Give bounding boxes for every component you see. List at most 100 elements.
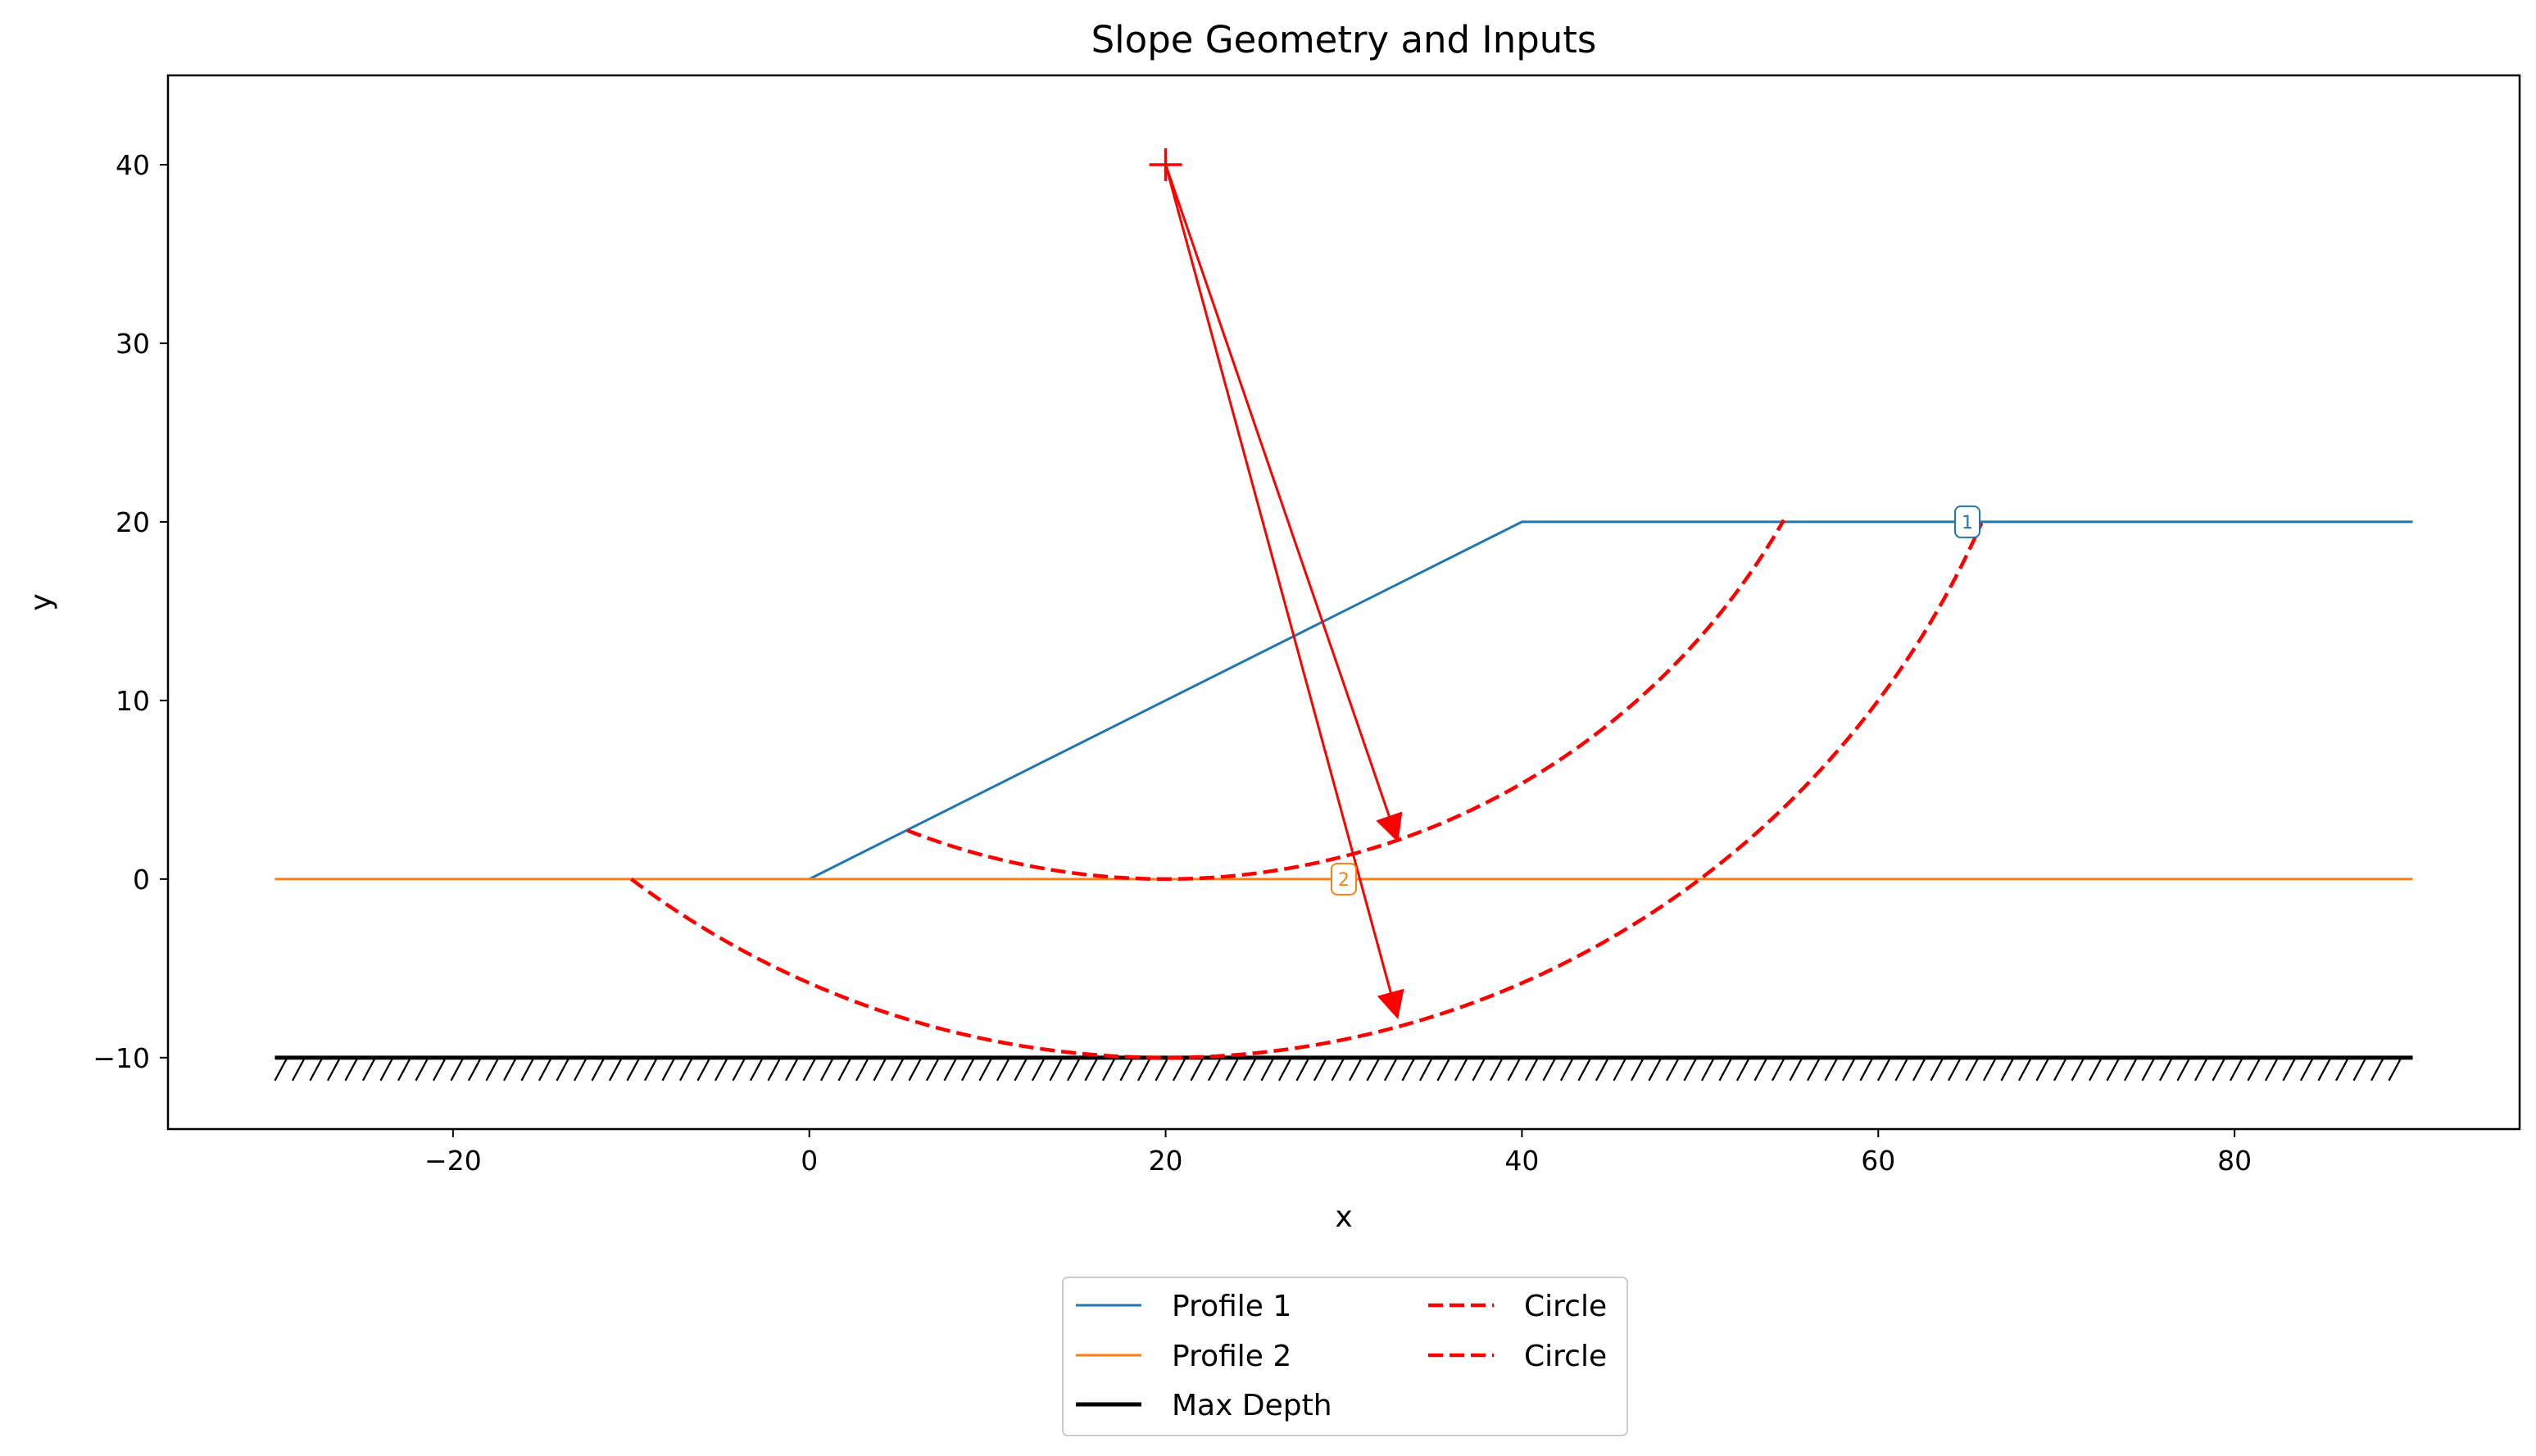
hatch-mark <box>1225 1059 1239 1082</box>
hatch-mark <box>2158 1059 2172 1082</box>
profile-badge-2 <box>1331 862 1357 896</box>
hatch-mark <box>890 1059 904 1082</box>
hatch-mark <box>1559 1059 1573 1082</box>
hatch-mark <box>2088 1059 2102 1082</box>
legend-label: Profile 2 <box>1172 1340 1291 1373</box>
hatch-mark <box>2264 1059 2278 1082</box>
hatch-mark <box>855 1059 869 1082</box>
max-depth-hatching <box>274 1059 2402 1082</box>
hatch-mark <box>943 1059 957 1082</box>
hatch-mark <box>1718 1059 1732 1082</box>
hatch-mark <box>1066 1059 1080 1082</box>
hatch-mark <box>1947 1059 1961 1082</box>
hatch-mark <box>1172 1059 1186 1082</box>
hatch-mark <box>2035 1059 2049 1082</box>
hatch-mark <box>485 1059 499 1082</box>
hatch-mark <box>1031 1059 1045 1082</box>
hatch-mark <box>450 1059 464 1082</box>
hatch-mark <box>1454 1059 1468 1082</box>
hatch-mark <box>1859 1059 1873 1082</box>
profile-badge-label: 2 <box>1338 870 1350 891</box>
hatch-mark <box>1383 1059 1397 1082</box>
hatch-mark <box>678 1059 692 1082</box>
hatch-mark <box>1190 1059 1204 1082</box>
hatch-mark <box>361 1059 375 1082</box>
hatch-mark <box>2282 1059 2296 1082</box>
hatch-mark <box>1876 1059 1890 1082</box>
hatch-mark <box>714 1059 728 1082</box>
legend-label: Circle <box>1524 1290 1607 1323</box>
hatch-mark <box>467 1059 481 1082</box>
hatch-mark <box>2106 1059 2120 1082</box>
hatch-mark <box>626 1059 640 1082</box>
plot-frame <box>166 74 2521 1131</box>
y-tick-label: 0 <box>133 864 150 896</box>
y-tick-label: 40 <box>116 149 150 181</box>
hatch-mark <box>2071 1059 2085 1082</box>
radius-arrow-1 <box>1164 164 1403 843</box>
hatch-mark <box>1101 1059 1115 1082</box>
hatch-mark <box>2299 1059 2313 1082</box>
hatch-mark <box>1789 1059 1803 1082</box>
y-tick-label: −10 <box>93 1042 150 1074</box>
hatch-mark <box>1806 1059 1820 1082</box>
plot-content: 12 <box>274 147 2413 1082</box>
x-tick-label: 60 <box>1861 1145 1895 1177</box>
hatch-mark <box>2017 1059 2031 1082</box>
hatch-mark <box>978 1059 992 1082</box>
hatch-mark <box>819 1059 833 1082</box>
hatch-mark <box>1136 1059 1150 1082</box>
hatch-mark <box>379 1059 393 1082</box>
hatch-mark <box>608 1059 622 1082</box>
x-tick-label: −20 <box>424 1145 482 1177</box>
hatch-mark <box>1700 1059 1714 1082</box>
hatch-mark <box>1207 1059 1221 1082</box>
hatch-mark <box>502 1059 516 1082</box>
series-line-profile-1 <box>809 520 2413 881</box>
hatch-mark <box>802 1059 816 1082</box>
chart-title: Slope Geometry and Inputs <box>1091 18 1597 61</box>
hatch-mark <box>573 1059 587 1082</box>
hatch-mark <box>1366 1059 1380 1082</box>
hatch-mark <box>1577 1059 1591 1082</box>
hatch-mark <box>591 1059 605 1082</box>
legend-label: Profile 1 <box>1172 1290 1291 1323</box>
hatch-mark <box>732 1059 746 1082</box>
hatch-mark <box>1472 1059 1486 1082</box>
hatch-mark <box>1348 1059 1362 1082</box>
hatch-mark <box>1331 1059 1345 1082</box>
y-axis-label: y <box>25 593 58 610</box>
legend: Profile 1 Profile 2 Max Depth Circle Circle <box>1062 1277 1628 1436</box>
x-axis-ticks: −20 0 20 40 60 80 <box>424 1129 2252 1177</box>
hatch-mark <box>1683 1059 1697 1082</box>
hatch-mark <box>643 1059 657 1082</box>
hatch-mark <box>1965 1059 1979 1082</box>
hatch-mark <box>1418 1059 1432 1082</box>
hatch-mark <box>1260 1059 1274 1082</box>
hatch-mark <box>2352 1059 2366 1082</box>
hatch-mark <box>837 1059 851 1082</box>
hatch-mark <box>1648 1059 1662 1082</box>
x-axis-label: x <box>1335 1200 1352 1234</box>
hatch-mark <box>1771 1059 1785 1082</box>
legend-label: Circle <box>1524 1340 1607 1373</box>
hatch-mark <box>2212 1059 2225 1082</box>
x-tick-label: 0 <box>801 1145 818 1177</box>
hatch-mark <box>1436 1059 1450 1082</box>
hatch-mark <box>415 1059 429 1082</box>
hatch-mark <box>873 1059 887 1082</box>
hatch-mark <box>925 1059 939 1082</box>
hatch-mark <box>291 1059 305 1082</box>
hatch-mark <box>960 1059 974 1082</box>
hatch-mark <box>1295 1059 1309 1082</box>
hatch-mark <box>1613 1059 1626 1082</box>
hatch-mark <box>1841 1059 1855 1082</box>
legend-box <box>1062 1277 1628 1436</box>
profile-badge-1 <box>1953 505 1980 538</box>
y-axis-ticks: −10 0 10 20 30 40 <box>93 149 168 1074</box>
failure-circle-2 <box>629 522 1984 1060</box>
hatch-mark <box>344 1059 358 1082</box>
hatch-mark <box>2123 1059 2137 1082</box>
hatch-mark <box>1630 1059 1644 1082</box>
hatch-mark <box>1735 1059 1749 1082</box>
